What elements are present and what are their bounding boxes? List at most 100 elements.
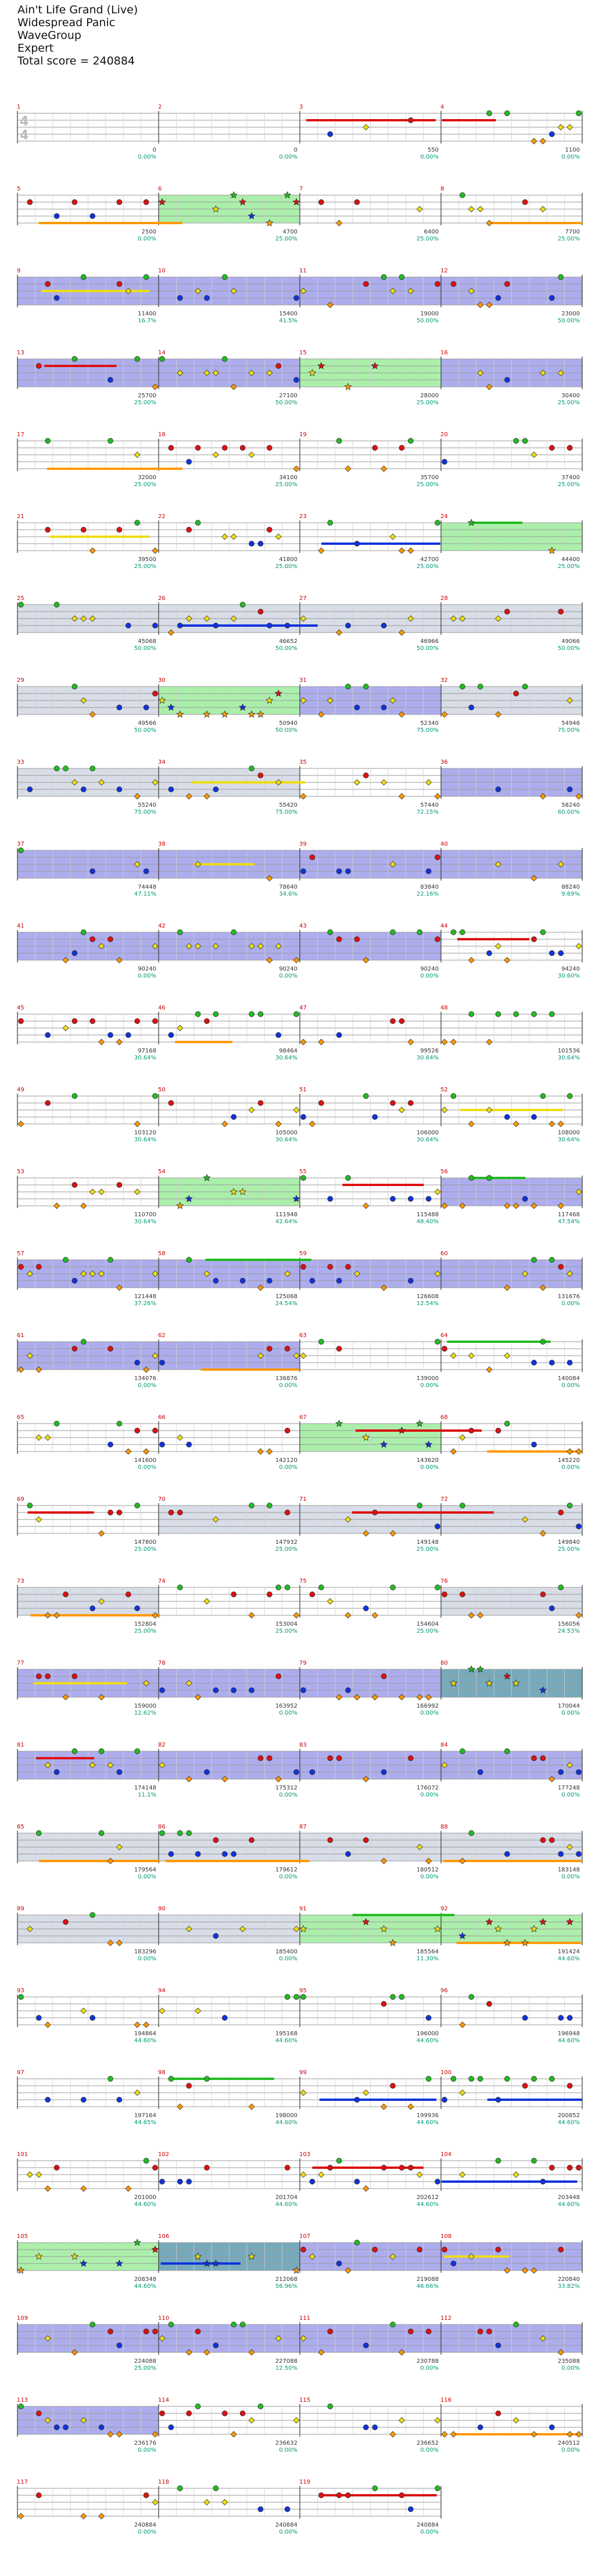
note-gem bbox=[135, 1360, 140, 1366]
note-gem bbox=[267, 1278, 272, 1284]
measure-multiplier: 0.00% bbox=[279, 154, 298, 160]
measure-number: 113 bbox=[17, 2397, 28, 2403]
note-gem bbox=[336, 1033, 342, 1038]
measure-score: 240884 bbox=[275, 2522, 298, 2528]
note-gem bbox=[169, 1033, 174, 1038]
hopo-note bbox=[504, 957, 510, 963]
note-gem bbox=[285, 1428, 290, 1433]
note-gem bbox=[90, 2015, 95, 2021]
note-gem bbox=[222, 2015, 227, 2021]
hopo-note bbox=[460, 1435, 465, 1440]
note-gem bbox=[108, 1510, 113, 1515]
note-gem bbox=[504, 111, 510, 116]
note-gem bbox=[558, 1770, 564, 1775]
measure-number: 31 bbox=[299, 677, 307, 684]
hopo-note bbox=[450, 1449, 456, 1454]
note-gem bbox=[258, 2507, 263, 2512]
hopo-note bbox=[381, 2104, 387, 2110]
measure-multiplier: 25.00% bbox=[275, 1546, 298, 1553]
measure-multiplier: 25.00% bbox=[558, 236, 580, 242]
note-gem bbox=[363, 684, 368, 689]
measure-multiplier: 0.00% bbox=[138, 154, 156, 160]
note-gem bbox=[426, 1197, 431, 1202]
measure-score: 236632 bbox=[275, 2440, 298, 2446]
measure-number: 64 bbox=[440, 1332, 448, 1339]
note-gem bbox=[426, 2076, 431, 2082]
note-gem bbox=[285, 2165, 290, 2171]
note-gem bbox=[549, 1012, 554, 1017]
note-gem bbox=[153, 691, 158, 696]
measure-number: 33 bbox=[17, 759, 24, 766]
measure-multiplier: 25.00% bbox=[417, 236, 439, 242]
note-gem bbox=[267, 1756, 272, 1761]
measure-number: 98 bbox=[158, 2070, 166, 2076]
measure-number: 27 bbox=[299, 595, 307, 602]
note-gem bbox=[144, 275, 149, 280]
measure-multiplier: 12.62% bbox=[134, 1710, 156, 1716]
hopo-note bbox=[450, 1353, 456, 1359]
note-gem bbox=[451, 2261, 456, 2266]
measure-multiplier: 0.00% bbox=[279, 973, 298, 979]
note-gem bbox=[469, 705, 474, 710]
note-gem bbox=[336, 1346, 342, 1352]
note-gem bbox=[390, 1019, 396, 1024]
measure-multiplier: 12.54% bbox=[417, 1300, 439, 1307]
measure-score: 106000 bbox=[417, 1130, 439, 1136]
hopo-note bbox=[249, 2417, 255, 2423]
note-gem bbox=[336, 439, 342, 444]
measure-number: 1 bbox=[17, 104, 20, 110]
note-gem bbox=[177, 930, 182, 935]
hopo-note bbox=[363, 124, 369, 130]
note-gem bbox=[540, 1838, 546, 1843]
note-gem bbox=[408, 1756, 413, 1761]
note-gem bbox=[117, 1421, 122, 1427]
note-gem bbox=[549, 2165, 554, 2171]
note-gem bbox=[231, 1115, 236, 1120]
note-gem bbox=[135, 520, 140, 526]
measure-number: 23 bbox=[299, 513, 307, 520]
hopo-note bbox=[134, 1189, 140, 1195]
chart-row: 611340760.00%621368760.00%631390000.00%6… bbox=[17, 1332, 582, 1389]
note-gem bbox=[72, 357, 77, 362]
note-gem bbox=[328, 2165, 333, 2171]
measure-score: 240884 bbox=[134, 2522, 156, 2528]
note-gem bbox=[54, 1421, 59, 1427]
hopo-note bbox=[567, 1449, 573, 1454]
chart-row: 9719716444.65%9819800044.60%9919993644.6… bbox=[17, 2070, 582, 2126]
measure-number: 107 bbox=[299, 2233, 310, 2240]
measure-multiplier: 30.64% bbox=[558, 1055, 580, 1061]
measure-multiplier: 0.00% bbox=[138, 1382, 156, 1389]
measure-multiplier: 50.00% bbox=[558, 645, 580, 652]
measure-score: 143620 bbox=[417, 1457, 439, 1464]
note-gem bbox=[522, 1197, 528, 1202]
measure-number: 77 bbox=[17, 1660, 24, 1666]
note-gem bbox=[558, 275, 564, 280]
measure-multiplier: 30.64% bbox=[417, 1137, 439, 1143]
hopo-note bbox=[450, 1039, 456, 1045]
measure-score: 195168 bbox=[275, 2031, 298, 2037]
measure-multiplier: 44.65% bbox=[134, 2119, 156, 2126]
note-gem bbox=[318, 2493, 324, 2498]
chart-row: 6914780025.00%7014793225.00%7114914825.0… bbox=[17, 1496, 582, 1553]
note-gem bbox=[135, 1503, 140, 1508]
measure-score: 134076 bbox=[134, 1375, 156, 1382]
note-gem bbox=[144, 2158, 149, 2164]
measure-score: 52340 bbox=[420, 720, 439, 727]
note-gem bbox=[399, 1995, 404, 2000]
note-gem bbox=[390, 1585, 396, 1590]
measure-number: 8 bbox=[440, 186, 444, 192]
measure-multiplier: 12.50% bbox=[275, 2365, 298, 2372]
note-gem bbox=[496, 2158, 501, 2164]
note-gem bbox=[496, 1012, 501, 1017]
measure-number: 20 bbox=[440, 432, 448, 438]
note-gem bbox=[99, 1749, 104, 1754]
measure-score: 550 bbox=[428, 147, 439, 153]
note-gem bbox=[576, 111, 582, 116]
note-gem bbox=[117, 1510, 122, 1515]
note-gem bbox=[354, 541, 360, 547]
note-gem bbox=[442, 2247, 447, 2252]
note-gem bbox=[435, 282, 440, 287]
note-gem bbox=[417, 930, 422, 935]
hopo-note bbox=[152, 548, 158, 554]
note-gem bbox=[117, 1183, 122, 1188]
